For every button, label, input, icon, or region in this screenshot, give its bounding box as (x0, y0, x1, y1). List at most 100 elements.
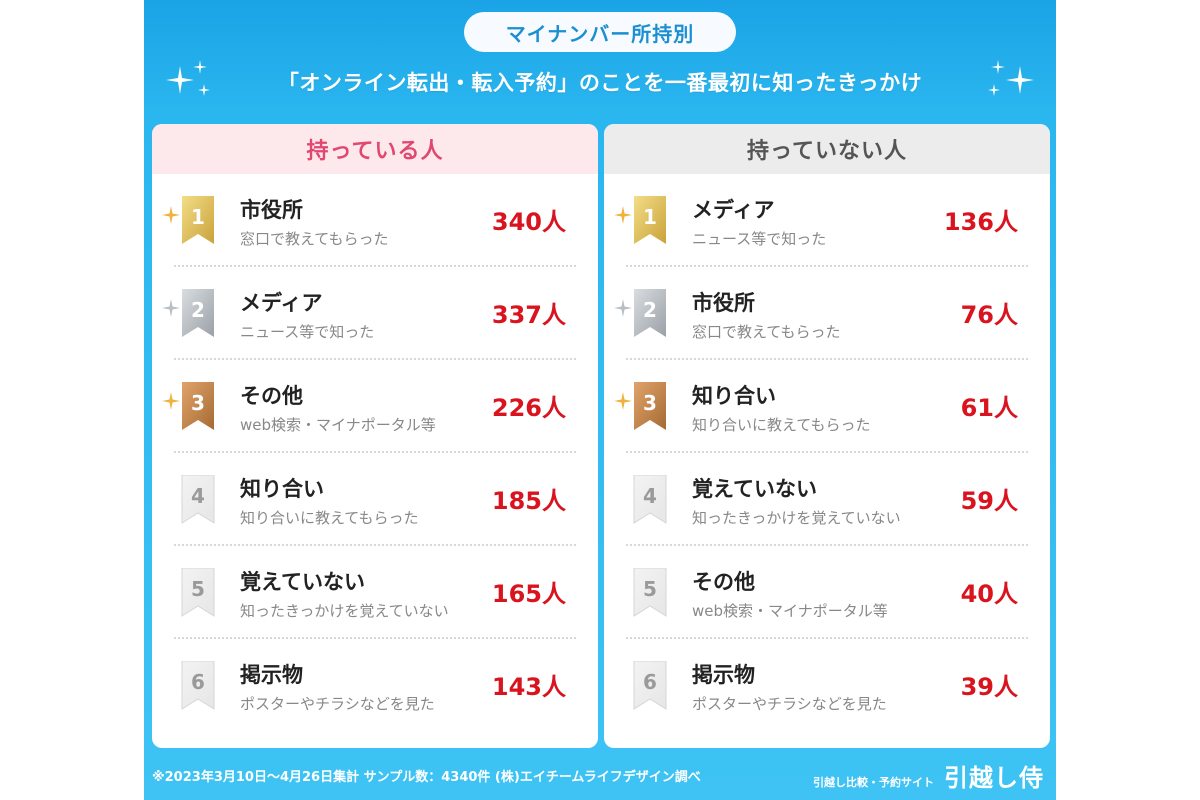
item-title: メディア (692, 198, 775, 222)
ribbon-badge-icon: 3 (632, 382, 668, 432)
rank-number: 3 (191, 391, 205, 415)
rank-number: 6 (191, 670, 205, 694)
rank-number: 1 (191, 205, 205, 229)
ribbon-badge-icon: 5 (180, 568, 216, 618)
item-subtitle: ポスターやチラシなどを見た (240, 695, 435, 713)
ribbon-badge-icon: 6 (632, 661, 668, 711)
list-item: 3 その他 web検索・マイナポータル等 226人 (152, 360, 598, 453)
item-count: 61人 (960, 394, 1018, 422)
rank-number: 1 (643, 205, 657, 229)
item-count: 59人 (960, 487, 1018, 515)
list-item: 2 メディアニュース等で知った 337人 (152, 267, 598, 360)
item-subtitle: 窓口で教えてもらった (692, 323, 841, 341)
item-title: 市役所 (692, 291, 755, 315)
rank-number: 4 (643, 484, 657, 508)
rank-number: 3 (643, 391, 657, 415)
item-count: 337人 (491, 301, 566, 329)
ribbon-badge-icon: 4 (632, 475, 668, 525)
ribbon-badge-icon: 4 (180, 475, 216, 525)
panel-has-card: 持っている人 1 市役所窓口で教えてもらった 340人 2 メディアニュース等で知… (152, 124, 598, 748)
item-subtitle: web検索・マイナポータル等 (240, 416, 436, 434)
sparkle-icon (162, 206, 180, 224)
sparkle-icon (614, 299, 632, 317)
infographic-frame: マイナンバー所持別 「オンライン転出・転入予約」のことを一番最初に知ったきっかけ… (144, 0, 1056, 800)
divider (626, 358, 1028, 360)
panel-no-card: 持っていない人 1 メディアニュース等で知った 136人 2 市役所窓口で教えても… (604, 124, 1050, 748)
divider (626, 544, 1028, 546)
item-count: 165人 (491, 580, 566, 608)
list-item: 6 掲示物ポスターやチラシなどを見た 39人 (604, 639, 1050, 732)
divider (174, 544, 576, 546)
list-item: 5 その他 web検索・マイナポータル等 40人 (604, 546, 1050, 639)
item-subtitle: 知り合いに教えてもらった (240, 509, 419, 527)
divider (626, 265, 1028, 267)
item-title: 覚えていない (240, 570, 365, 594)
list-item: 4 覚えていない知ったきっかけを覚えていない 59人 (604, 453, 1050, 546)
ribbon-badge-icon: 2 (180, 289, 216, 339)
item-count: 136人 (943, 208, 1018, 236)
footer-note: ※2023年3月10日～4月26日集計 サンプル数：4340件 (株)エイチーム… (152, 770, 701, 785)
item-title: 知り合い (240, 477, 324, 501)
ribbon-badge-icon: 1 (180, 196, 216, 246)
list-item: 4 知り合い知り合いに教えてもらった 185人 (152, 453, 598, 546)
site-logo: 引越し侍 (944, 764, 1044, 792)
ribbon-badge-icon: 5 (632, 568, 668, 618)
item-subtitle: ポスターやチラシなどを見た (692, 695, 887, 713)
list-item: 1 メディアニュース等で知った 136人 (604, 174, 1050, 267)
ribbon-badge-icon: 3 (180, 382, 216, 432)
sparkle-icon (988, 60, 1034, 96)
item-subtitle: 知ったきっかけを覚えていない (240, 602, 449, 620)
item-title: 掲示物 (692, 663, 755, 687)
list-item: 5 覚えていない知ったきっかけを覚えていない 165人 (152, 546, 598, 639)
rank-number: 2 (643, 298, 657, 322)
rank-number: 4 (191, 484, 205, 508)
list-item: 1 市役所窓口で教えてもらった 340人 (152, 174, 598, 267)
rank-number: 5 (643, 577, 657, 601)
item-subtitle: web検索・マイナポータル等 (692, 602, 888, 620)
divider (174, 637, 576, 639)
item-subtitle: ニュース等で知った (692, 230, 827, 248)
item-subtitle: ニュース等で知った (240, 323, 375, 341)
rank-number: 6 (643, 670, 657, 694)
list-item: 2 市役所窓口で教えてもらった 76人 (604, 267, 1050, 360)
rank-number: 5 (191, 577, 205, 601)
item-subtitle: 知り合いに教えてもらった (692, 416, 871, 434)
item-count: 226人 (491, 394, 566, 422)
divider (174, 451, 576, 453)
item-title: メディア (240, 291, 323, 315)
panel-title: 持っている人 (152, 124, 598, 174)
item-count: 76人 (960, 301, 1018, 329)
item-title: 掲示物 (240, 663, 303, 687)
item-subtitle: 知ったきっかけを覚えていない (692, 509, 901, 527)
sparkle-icon (614, 206, 632, 224)
item-subtitle: 窓口で教えてもらった (240, 230, 389, 248)
ribbon-badge-icon: 1 (632, 196, 668, 246)
item-title: その他 (240, 384, 303, 408)
item-count: 340人 (491, 208, 566, 236)
item-count: 40人 (960, 580, 1018, 608)
rank-number: 2 (191, 298, 205, 322)
headline: 「オンライン転出・転入予約」のことを一番最初に知ったきっかけ (277, 71, 923, 95)
divider (174, 265, 576, 267)
item-count: 39人 (960, 673, 1018, 701)
item-title: 覚えていない (692, 477, 817, 501)
item-title: 市役所 (240, 198, 303, 222)
header-pill: マイナンバー所持別 (464, 12, 736, 52)
sparkle-icon (162, 299, 180, 317)
list-item: 6 掲示物ポスターやチラシなどを見た 143人 (152, 639, 598, 732)
divider (626, 451, 1028, 453)
ribbon-badge-icon: 6 (180, 661, 216, 711)
panel-title: 持っていない人 (604, 124, 1050, 174)
divider (174, 358, 576, 360)
item-count: 143人 (491, 673, 566, 701)
item-title: その他 (692, 570, 755, 594)
site-caption: 引越し比較・予約サイト (813, 776, 934, 789)
divider (626, 637, 1028, 639)
list-item: 3 知り合い 知り合いに教えてもらった 61人 (604, 360, 1050, 453)
sparkle-icon (162, 392, 180, 410)
sparkle-icon (166, 60, 210, 96)
ribbon-badge-icon: 2 (632, 289, 668, 339)
item-count: 185人 (491, 487, 566, 515)
sparkle-icon (614, 392, 632, 410)
site-credit: 引越し比較・予約サイト 引越し侍 (813, 758, 1044, 793)
